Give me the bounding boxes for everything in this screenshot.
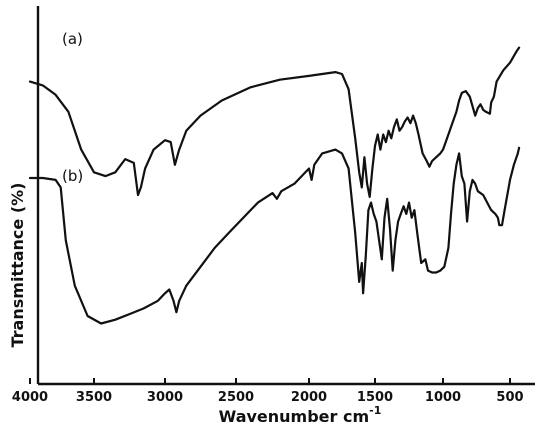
series-label-b: (b) (62, 167, 83, 185)
series-lines (28, 46, 521, 325)
series-label-a: (a) (62, 30, 83, 48)
series-line-a (28, 46, 521, 198)
x-axis-title-superscript: -1 (369, 404, 381, 417)
x-axis-ticks: 4000 3500 3000 2500 2000 1500 1000 500 (12, 378, 524, 405)
x-axis-title: Wavenumber cm-1 (219, 404, 382, 426)
x-tick-label: 2000 (291, 390, 327, 405)
y-axis-title: Transmittance (%) (8, 183, 27, 348)
x-tick-label: 1500 (357, 390, 393, 405)
series-line-b (28, 146, 521, 325)
x-tick-label: 1000 (425, 390, 461, 405)
x-tick-label: 2500 (218, 390, 254, 405)
x-tick-label: 3000 (147, 390, 183, 405)
x-tick-label: 500 (496, 390, 523, 405)
x-axis-title-text: Wavenumber cm (219, 407, 370, 426)
x-tick-label: 3500 (76, 390, 112, 405)
x-tick-label: 4000 (12, 390, 48, 405)
